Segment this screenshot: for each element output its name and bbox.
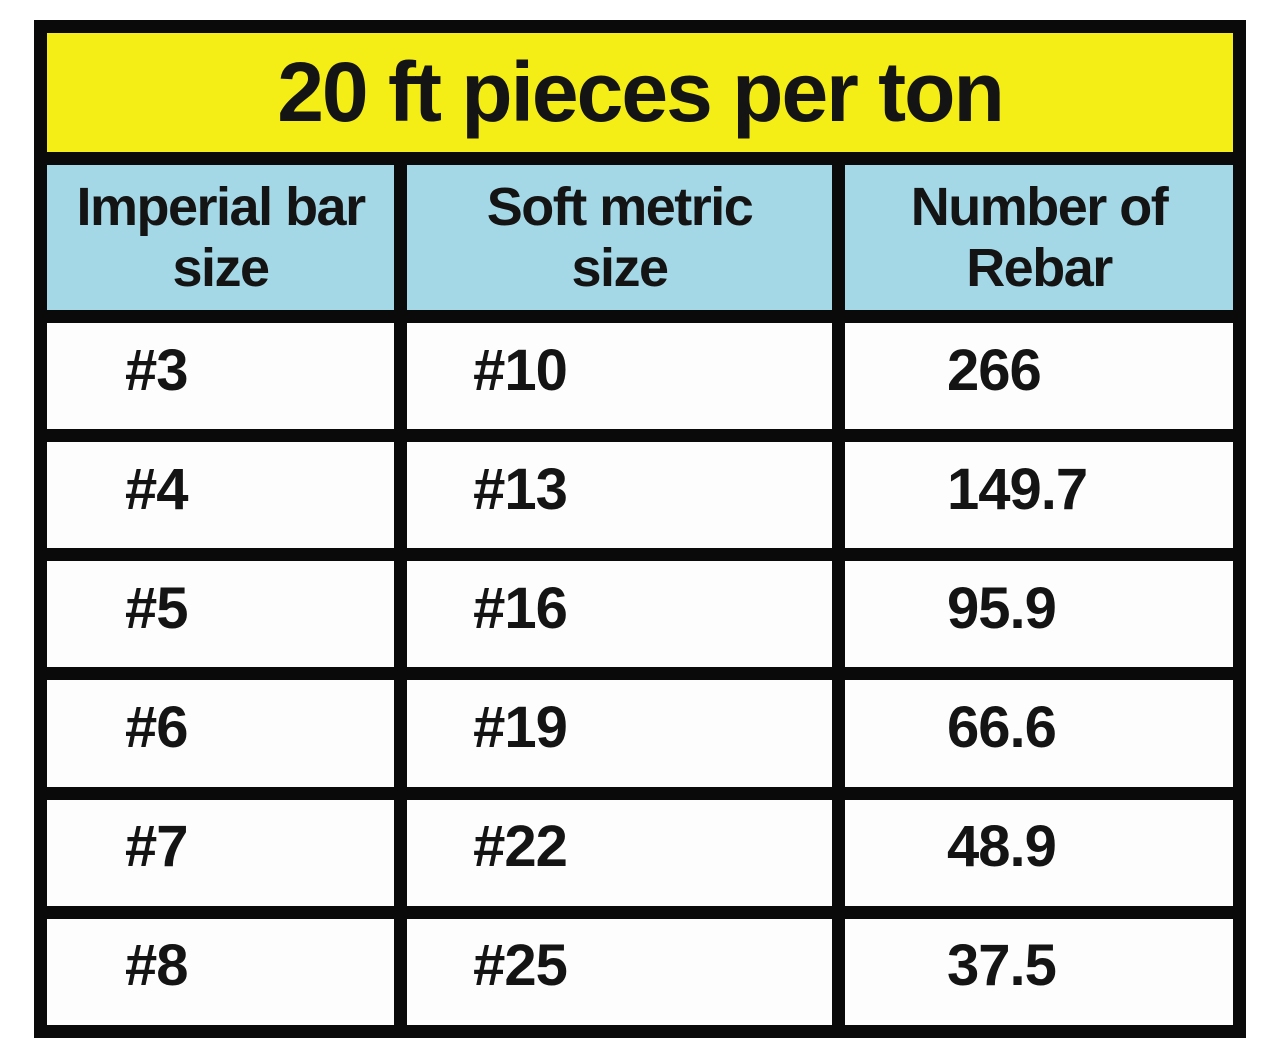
imperial-size-cell: #4 [33,429,408,562]
metric-size-cell: #22 [394,786,845,919]
rebar-count-cell: 266 [831,309,1247,443]
imperial-size-cell: #3 [33,309,408,443]
rebar-pieces-per-ton-table: 20 ft pieces per ton Imperial bar size S… [33,20,1247,1039]
imperial-size-cell: #6 [33,667,408,800]
metric-size-cell: #10 [394,309,845,443]
rebar-count-cell: 48.9 [831,786,1247,919]
header-soft-metric-size: Soft metric size [394,152,845,323]
metric-size-cell: #16 [394,548,845,681]
table-row: #5 #16 95.9 [33,548,1247,681]
header-count-line2: Rebar [966,237,1113,298]
title-row: 20 ft pieces per ton [34,20,1246,165]
header-metric-line1: Soft metric [486,177,754,238]
imperial-size-cell: #8 [33,905,408,1039]
metric-size-cell: #13 [394,429,845,562]
table-row: #7 #22 48.9 [33,786,1247,919]
header-imperial-bar-size: Imperial bar size [33,152,408,323]
header-imperial-line1: Imperial bar [76,177,366,238]
imperial-size-cell: #7 [33,786,408,919]
table-row: #6 #19 66.6 [33,667,1247,800]
metric-size-cell: #25 [394,905,845,1039]
rebar-count-cell: 149.7 [831,429,1247,562]
rebar-count-cell: 95.9 [831,548,1247,681]
table-title: 20 ft pieces per ton [34,20,1246,165]
rebar-count-cell: 66.6 [831,667,1247,800]
rebar-count-cell: 37.5 [831,905,1247,1039]
header-imperial-line2: size [172,237,271,298]
header-count-line1: Number of [910,177,1169,238]
rebar-table-container: 20 ft pieces per ton Imperial bar size S… [33,20,1247,1039]
header-row: Imperial bar size Soft metric size Numbe… [33,152,1247,323]
header-metric-line2: size [571,237,669,298]
imperial-size-cell: #5 [33,548,408,681]
metric-size-cell: #19 [394,667,845,800]
table-row: #4 #13 149.7 [33,429,1247,562]
header-number-of-rebar: Number of Rebar [831,152,1247,323]
table-row: #3 #10 266 [33,309,1247,443]
table-row: #8 #25 37.5 [33,905,1247,1039]
